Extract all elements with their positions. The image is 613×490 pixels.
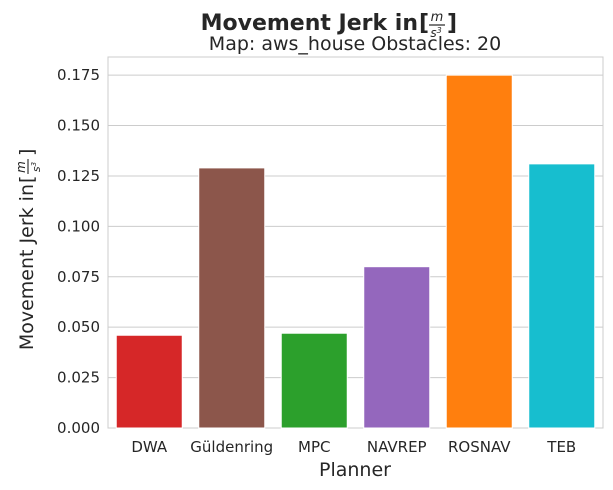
y-tick-label: 0.150 (57, 117, 100, 135)
x-tick-label: DWA (131, 438, 168, 456)
x-axis-label: Planner (319, 459, 391, 481)
x-tick-labels: DWA Güldenring MPC NAVREP ROSNAV TEB (131, 438, 576, 456)
grid-lines (108, 74, 603, 429)
chart-title: Movement Jerk in (201, 11, 418, 36)
bar-dwa (115, 334, 183, 429)
bar-mpc (280, 332, 348, 429)
y-tick-labels: 0.000 0.025 0.050 0.075 0.100 0.125 0.150 0.175 (57, 66, 100, 437)
y-axis-label-text: Movement Jerk in (16, 184, 38, 350)
title-unit-bracket-left: [ (419, 11, 429, 36)
y-tick-label: 0.100 (57, 217, 100, 235)
bar-navrep (363, 266, 431, 429)
y-axis-unit-bracket-left: [ (16, 176, 38, 183)
y-axis-unit-denominator: s3 (30, 162, 43, 172)
y-axis-unit-bracket-right: ] (16, 149, 38, 156)
y-tick-label: 0.000 (57, 419, 100, 437)
bars (115, 74, 596, 429)
chart-title-unit: [ m s3 ] (419, 10, 457, 40)
title-unit-numerator: m (431, 10, 444, 25)
y-tick-label: 0.050 (57, 318, 100, 336)
y-tick-label: 0.125 (57, 167, 100, 185)
y-tick-label: 0.075 (57, 268, 100, 286)
title-unit-bracket-right: ] (447, 11, 457, 36)
bar-teb (528, 163, 596, 429)
bar-g-ldenring (198, 167, 266, 429)
y-tick-label: 0.175 (57, 66, 100, 84)
x-tick-label: NAVREP (367, 438, 427, 456)
plot-area (107, 56, 604, 429)
chart-subtitle: Map: aws_house Obstacles: 20 (209, 33, 501, 55)
x-tick-label: TEB (546, 438, 576, 456)
bar-rosnav (445, 74, 513, 429)
x-tick-label: Güldenring (190, 438, 273, 456)
x-tick-label: ROSNAV (448, 438, 511, 456)
y-axis-unit-numerator: m (14, 161, 28, 173)
title-unit-denominator: s3 (430, 26, 441, 41)
y-tick-label: 0.025 (57, 369, 100, 387)
y-axis-label: Movement Jerk in [ m s3 ] (14, 149, 43, 351)
x-tick-label: MPC (298, 438, 330, 456)
